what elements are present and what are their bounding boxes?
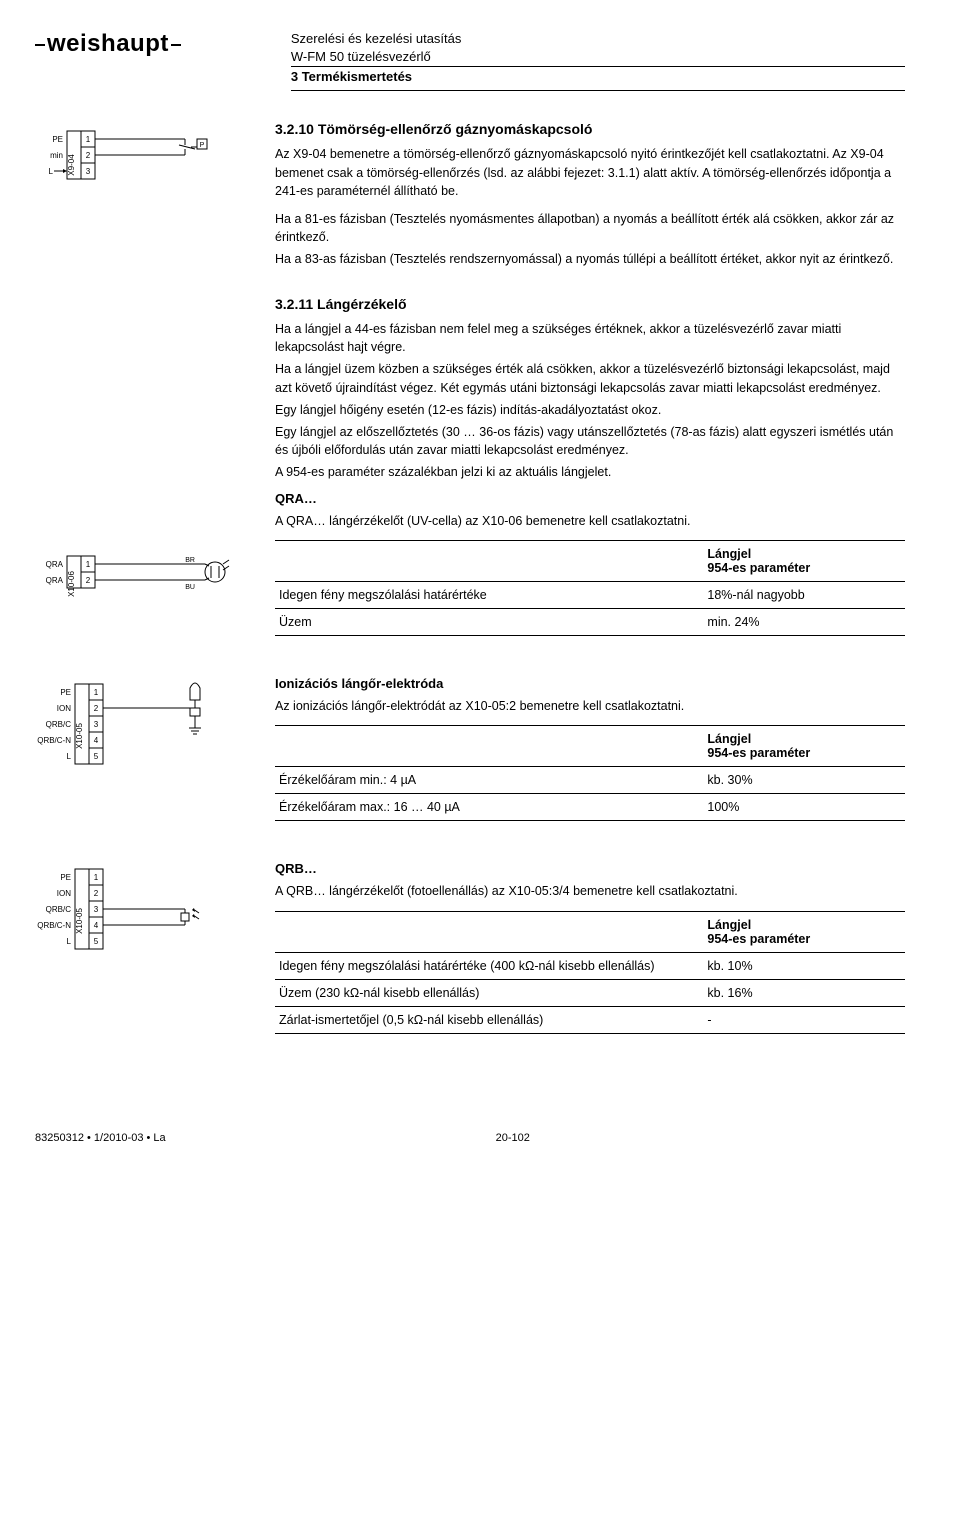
svg-text:3: 3 [86,167,91,176]
qrb-table: Lángjel 954-es paraméter Idegen fény meg… [275,911,905,1034]
svg-text:2: 2 [94,889,99,898]
table-row: Zárlat-ismertetőjel (0,5 kΩ-nál kisebb e… [275,1006,905,1033]
svg-text:5: 5 [94,937,99,946]
svg-text:PE: PE [60,873,71,882]
svg-text:X10-05: X10-05 [75,723,84,749]
paragraph: Az X9-04 bemenetre a tömörség-ellenőrző … [275,145,905,199]
table-row: Idegen fény megszólalási határértéke18%-… [275,582,905,609]
svg-text:2: 2 [94,704,99,713]
qrb-block: QRB… A QRB… lángérzékelőt (fotoellenállá… [275,861,905,1033]
qrb-title: QRB… [275,861,905,876]
table-row: Üzem (230 kΩ-nál kisebb ellenállás)kb. 1… [275,979,905,1006]
table-row: Idegen fény megszólalási határértéke (40… [275,952,905,979]
svg-text:1: 1 [86,135,91,144]
page-header: weishaupt Szerelési és kezelési utasítás… [0,30,905,91]
section-title: 3.2.10 Tömörség-ellenőrző gáznyomáskapcs… [275,121,905,137]
svg-text:X9-04: X9-04 [67,154,76,176]
svg-text:QRB/C-N: QRB/C-N [37,921,71,930]
ionization-block: Ionizációs lángőr-elektróda Az ionizáció… [275,676,905,821]
logo: weishaupt [35,30,181,58]
diagram-x10-05-qrb: 1 2 3 4 5 X10-05 PE ION QRB/C QRB/C-N L [35,863,255,963]
diagram-x10-05-ion: 1 2 3 4 5 X10-05 PE ION QRB/C QRB/C-N L [35,678,255,778]
paragraph: Ha a lángjel üzem közben a szükséges ért… [275,360,905,396]
svg-text:QRA: QRA [46,560,64,569]
svg-text:P: P [200,142,205,149]
svg-text:2: 2 [86,151,91,160]
svg-text:QRB/C-N: QRB/C-N [37,736,71,745]
paragraph: A 954-es paraméter százalékban jelzi ki … [275,463,905,481]
svg-text:3: 3 [94,905,99,914]
qra-table: Lángjel 954-es paraméter Idegen fény meg… [275,540,905,636]
table-row: Érzékelőáram max.: 16 … 40 µA100% [275,794,905,821]
svg-text:L: L [67,752,72,761]
footer-page-number: 20-102 [496,1132,530,1144]
svg-text:1: 1 [94,873,99,882]
paragraph: A QRA… lángérzékelőt (UV-cella) az X10-0… [275,512,905,530]
svg-text:BU: BU [185,584,195,591]
svg-text:QRA: QRA [46,576,64,585]
paragraph: Az ionizációs lángőr-elektródát az X10-0… [275,697,905,715]
svg-text:X10-06: X10-06 [67,571,76,597]
svg-text:QRB/C: QRB/C [46,720,72,729]
paragraph: Egy lángjel az előszellőztetés (30 … 36-… [275,423,905,459]
paragraph: Ha a lángjel a 44-es fázisban nem felel … [275,320,905,356]
svg-text:ION: ION [57,889,71,898]
ion-title: Ionizációs lángőr-elektróda [275,676,905,691]
svg-text:2: 2 [86,576,91,585]
svg-text:L: L [49,167,54,176]
table-row: Érzékelőáram min.: 4 µAkb. 30% [275,767,905,794]
header-chapter: 3 Termékismertetés [291,69,905,90]
footer-doc-id: 83250312 • 1/2010-03 • La [35,1132,166,1144]
header-line-1: Szerelési és kezelési utasítás [291,30,905,48]
table-header: Lángjel 954-es paraméter [703,911,905,952]
paragraph: Ha a 81-es fázisban (Tesztelés nyomásmen… [275,210,905,246]
svg-text:X10-05: X10-05 [75,908,84,934]
svg-text:L: L [67,937,72,946]
svg-text:1: 1 [94,688,99,697]
qra-title: QRA… [275,491,905,506]
diagram-x9-04: 1 2 3 X9-04 PE min L [35,125,255,195]
svg-text:3: 3 [94,720,99,729]
svg-text:PE: PE [52,135,63,144]
page-footer: 83250312 • 1/2010-03 • La 20-102 [0,1132,905,1144]
header-line-2: W-FM 50 tüzelésvezérlő [291,48,905,66]
section-title: 3.2.11 Lángérzékelő [275,296,905,312]
svg-text:BR: BR [185,557,195,564]
svg-text:5: 5 [94,752,99,761]
section-3-2-10: 3.2.10 Tömörség-ellenőrző gáznyomáskapcs… [275,121,905,268]
svg-text:QRB/C: QRB/C [46,905,72,914]
svg-text:min: min [50,151,63,160]
table-row: Üzemmin. 24% [275,609,905,636]
table-header: Lángjel 954-es paraméter [703,541,905,582]
table-header: Lángjel 954-es paraméter [703,726,905,767]
diagram-x10-06: 1 2 X10-06 QRA QRA BR BU [35,550,255,600]
svg-text:4: 4 [94,736,99,745]
svg-text:4: 4 [94,921,99,930]
svg-text:PE: PE [60,688,71,697]
svg-text:ION: ION [57,704,71,713]
section-3-2-11: 3.2.11 Lángérzékelő Ha a lángjel a 44-es… [275,296,905,636]
paragraph: Egy lángjel hőigény esetén (12-es fázis)… [275,401,905,419]
paragraph: A QRB… lángérzékelőt (fotoellenállás) az… [275,882,905,900]
svg-text:1: 1 [86,560,91,569]
ion-table: Lángjel 954-es paraméter Érzékelőáram mi… [275,725,905,821]
paragraph: Ha a 83-as fázisban (Tesztelés rendszern… [275,250,905,268]
